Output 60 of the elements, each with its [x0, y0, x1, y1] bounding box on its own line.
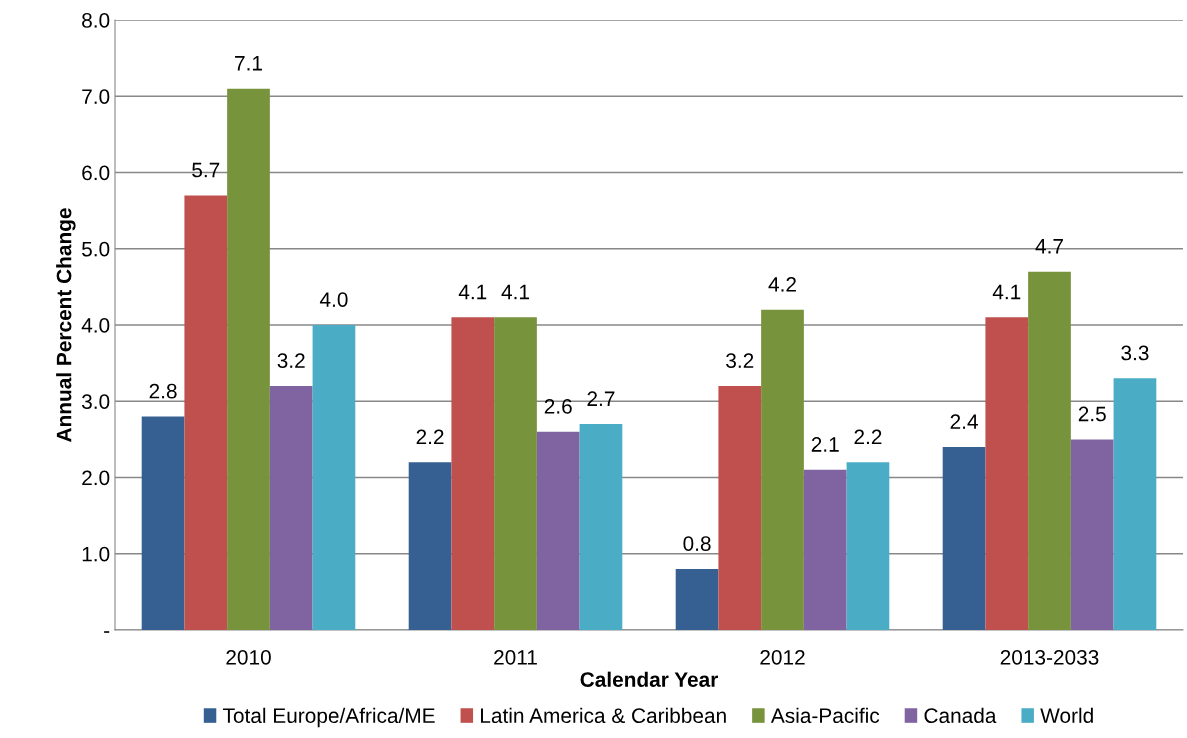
bar	[1028, 271, 1071, 630]
bar	[184, 195, 228, 630]
data-label: 4.2	[768, 276, 796, 292]
legend-label: Total Europe/Africa/ME	[223, 707, 435, 728]
bar	[579, 424, 623, 630]
bar	[269, 386, 313, 630]
bar	[718, 386, 762, 630]
data-label: 2.2	[854, 429, 882, 445]
data-label: 2.5	[1078, 406, 1106, 422]
data-label: 2.1	[811, 437, 839, 452]
data-label: 4.7	[1035, 239, 1063, 254]
y-tick-label: 4.0	[81, 318, 110, 333]
y-tick-label: 2.0	[82, 470, 110, 486]
data-label: 4.1	[458, 284, 487, 300]
bar	[675, 569, 719, 630]
y-tick-label: 6.0	[82, 165, 110, 181]
y-tick-label: 5.0	[82, 241, 110, 257]
data-label: 5.7	[192, 162, 220, 178]
x-tick-label: 2010	[226, 649, 271, 665]
bar	[536, 431, 580, 630]
y-axis-title: Annual Percent Change	[56, 208, 76, 442]
legend-label: World	[1040, 707, 1093, 724]
x-axis-title: Calendar Year	[580, 671, 718, 687]
data-label: 3.2	[726, 353, 754, 368]
data-label: 2.8	[149, 383, 177, 399]
bar	[408, 462, 452, 630]
bar	[1113, 378, 1157, 630]
data-label: 2.7	[587, 391, 615, 406]
x-tick-label: 2011	[494, 649, 537, 665]
bar	[1070, 439, 1114, 630]
y-tick-label: 3.0	[81, 394, 110, 409]
data-label: 3.3	[1121, 345, 1149, 361]
data-label: 7.1	[235, 56, 262, 71]
y-tick-label: 7.0	[82, 89, 110, 104]
y-tick-label: 8.0	[82, 13, 110, 28]
data-label: 2.2	[416, 429, 444, 445]
bar	[761, 309, 804, 630]
bar	[141, 416, 185, 630]
bar	[227, 88, 270, 630]
bar	[803, 469, 847, 630]
legend-label: Asia-Pacific	[770, 707, 880, 724]
data-label: 4.1	[992, 284, 1021, 300]
legend-label: Canada	[924, 707, 997, 724]
bar	[451, 317, 495, 630]
bar	[846, 462, 890, 630]
x-tick-label: 2013-2033	[1000, 649, 1099, 665]
bar	[312, 325, 356, 630]
bar	[942, 447, 986, 630]
bar	[494, 317, 537, 630]
data-label: 4.1	[501, 284, 529, 300]
y-tick-label: 1.0	[82, 546, 110, 562]
y-tick-label: -	[104, 631, 110, 633]
data-label: 0.8	[683, 536, 711, 551]
legend-label: Latin America & Caribbean	[481, 707, 726, 724]
x-tick-label: 2012	[760, 649, 805, 665]
data-label: 2.6	[544, 398, 572, 414]
bar	[985, 317, 1029, 630]
data-label: 3.2	[277, 353, 305, 368]
data-label: 4.0	[319, 292, 348, 307]
data-label: 2.4	[950, 414, 978, 429]
